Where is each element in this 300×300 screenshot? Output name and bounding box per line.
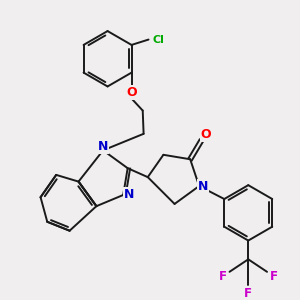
Text: O: O [126, 86, 137, 99]
Text: Cl: Cl [152, 34, 164, 45]
Text: O: O [200, 128, 211, 141]
Text: N: N [124, 188, 134, 202]
Text: N: N [98, 140, 108, 153]
Text: F: F [219, 270, 227, 283]
Text: F: F [270, 270, 278, 283]
Text: F: F [244, 287, 252, 300]
Text: N: N [197, 180, 208, 193]
